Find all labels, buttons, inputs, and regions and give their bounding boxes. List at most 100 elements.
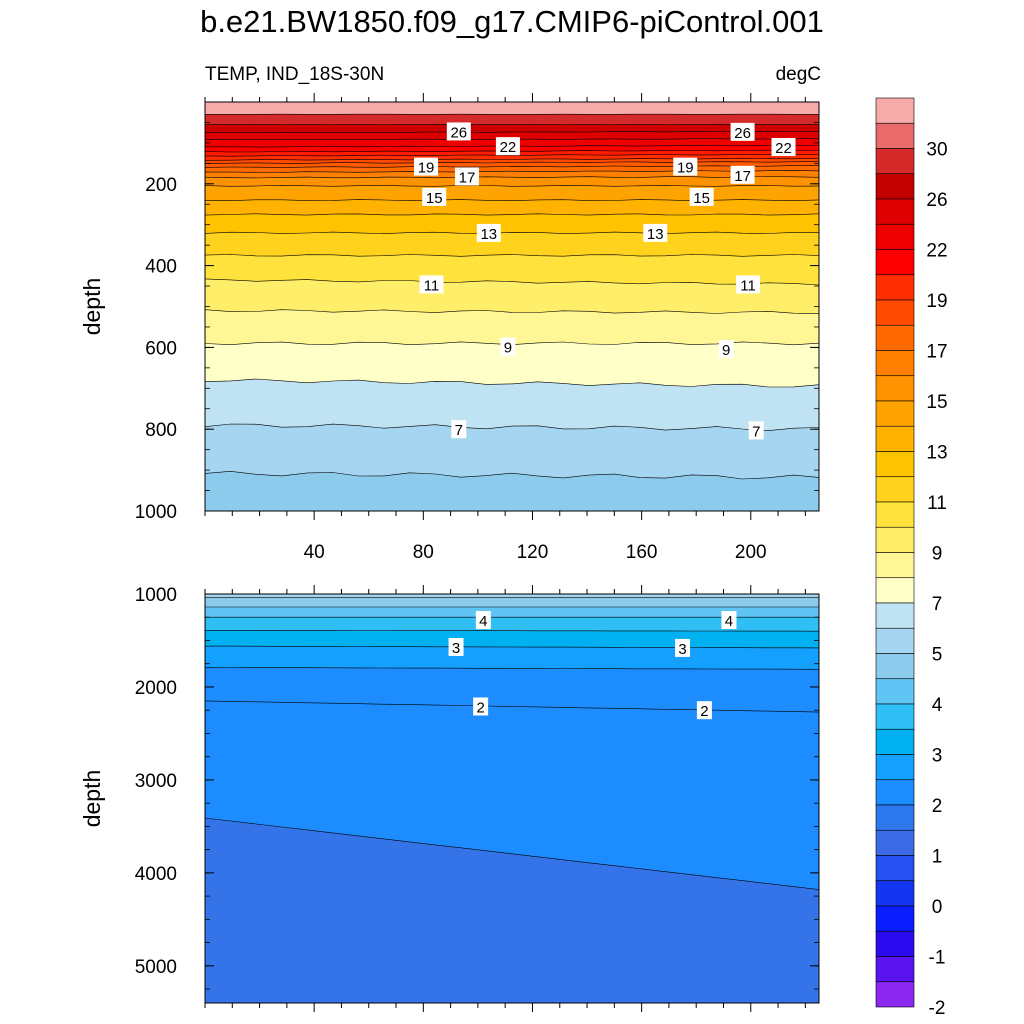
contour-label-box: [718, 340, 734, 359]
colorbar-swatch: [875, 829, 915, 856]
y-tick-label: 2000: [135, 678, 177, 699]
lower-panel: 4 4 3 3 2 2 1000 2000 3000 4000 5000 depth: [79, 585, 820, 1012]
contour-label: 13: [647, 226, 664, 243]
x-tick-label: 80: [413, 542, 434, 563]
colorbar-swatch: [875, 249, 915, 276]
colorbar-swatch: [875, 198, 915, 225]
y-tick-label: 1000: [135, 585, 177, 606]
contour-label-box: [476, 223, 501, 242]
contour-label: 17: [734, 168, 751, 185]
contour-label: 3: [452, 640, 460, 657]
contour-label-box: [500, 337, 516, 356]
colorbar-swatch: [875, 779, 915, 806]
contour-label: 22: [500, 139, 517, 156]
colorbar-swatch: [875, 930, 915, 957]
colorbar-swatch: [875, 577, 915, 604]
contour-label: 9: [504, 340, 512, 357]
contour-label: 11: [740, 277, 756, 294]
colorbar-swatch: [875, 274, 915, 301]
isotherm-line: [205, 630, 819, 632]
colorbar-swatch: [875, 552, 915, 579]
isotherm-line: [205, 199, 819, 202]
colorbar-label: 3: [932, 746, 943, 767]
colorbar-swatch: [875, 602, 915, 629]
colorbar-swatch: [875, 476, 915, 503]
isotherm-line: [205, 176, 819, 179]
colorbar-swatch: [875, 653, 915, 680]
colorbar: 30 26 22 19 17 15 13 11 9 7 5 4 3 2 1 0 -1 -2: [875, 97, 948, 1019]
contour-label: 26: [734, 125, 751, 142]
contour-label: 15: [693, 190, 710, 207]
contour-label: 2: [476, 699, 484, 716]
colorbar-label: 1: [932, 847, 943, 868]
colorbar-swatch: [875, 880, 915, 907]
colorbar-label: 9: [932, 544, 943, 565]
contour-label-box: [448, 637, 464, 656]
colorbar-label: 26: [926, 190, 947, 211]
isotherm-line: [205, 645, 819, 649]
colorbar-label: 5: [932, 645, 943, 666]
colorbar-swatch: [875, 299, 915, 326]
isotherm-line: [205, 157, 819, 161]
isotherm-line: [205, 700, 819, 713]
contour-label-box: [696, 701, 712, 720]
contour-label: 26: [450, 124, 467, 141]
colorbar-swatch: [875, 703, 915, 730]
contour-label-box: [730, 122, 755, 141]
colorbar-label: 4: [932, 695, 943, 716]
contour-label-box: [689, 187, 714, 206]
contour-label-box: [451, 420, 467, 439]
contour-label-box: [495, 137, 520, 156]
colorbar-swatch: [875, 855, 915, 882]
colorbar-swatch: [875, 148, 915, 175]
colorbar-label: 30: [926, 140, 947, 161]
colorbar-label: -1: [929, 948, 946, 969]
y-tick-label: 4000: [135, 864, 177, 885]
y-tick-label: 600: [145, 338, 177, 359]
y-axis-label: depth: [79, 770, 105, 828]
contour-label-box: [446, 122, 471, 141]
contour-label: 11: [424, 277, 440, 294]
contour-band: [205, 471, 819, 511]
colorbar-swatch: [875, 501, 915, 528]
y-tick-label: 1000: [135, 502, 177, 523]
figure-title: b.e21.BW1850.f09_g17.CMIP6-piControl.001: [200, 4, 824, 39]
isotherm-line: [205, 213, 819, 216]
colorbar-label: 2: [932, 796, 943, 817]
contour-label-box: [675, 638, 691, 657]
contour-label-box: [643, 223, 668, 242]
plot-frame: [204, 593, 820, 1004]
colorbar-label: 19: [926, 291, 947, 312]
colorbar-swatch: [875, 678, 915, 705]
contour-label: 19: [418, 160, 435, 177]
contour-label-box: [673, 157, 698, 176]
contour-label: 7: [752, 423, 760, 440]
colorbar-swatch: [875, 627, 915, 654]
contour-label-box: [771, 137, 796, 156]
contour-label: 9: [722, 342, 730, 359]
colorbar-swatch: [875, 804, 915, 831]
colorbar-label: -2: [929, 998, 946, 1019]
y-tick-label: 200: [145, 175, 177, 196]
isotherm-line: [205, 154, 819, 157]
colorbar-label: 22: [926, 241, 947, 262]
colorbar-label: 7: [932, 594, 943, 615]
colorbar-label: 0: [932, 897, 943, 918]
contour-label-box: [730, 165, 755, 184]
isotherm-line: [205, 817, 819, 890]
contour-label: 22: [775, 140, 792, 157]
colorbar-swatch: [875, 223, 915, 250]
y-tick-label: 5000: [135, 957, 177, 978]
y-tick-label: 800: [145, 420, 177, 441]
contour-label-box: [473, 697, 489, 716]
contour-label: 17: [459, 169, 476, 186]
y-tick-label: 3000: [135, 771, 177, 792]
isotherm-line: [205, 423, 819, 432]
contour-label-box: [414, 157, 439, 176]
isotherm-line: [205, 278, 819, 286]
colorbar-label: 13: [926, 443, 947, 464]
colorbar-swatch: [875, 400, 915, 427]
colorbar-label: 11: [927, 493, 947, 514]
colorbar-swatch: [875, 451, 915, 478]
x-tick-label: 200: [735, 542, 767, 563]
